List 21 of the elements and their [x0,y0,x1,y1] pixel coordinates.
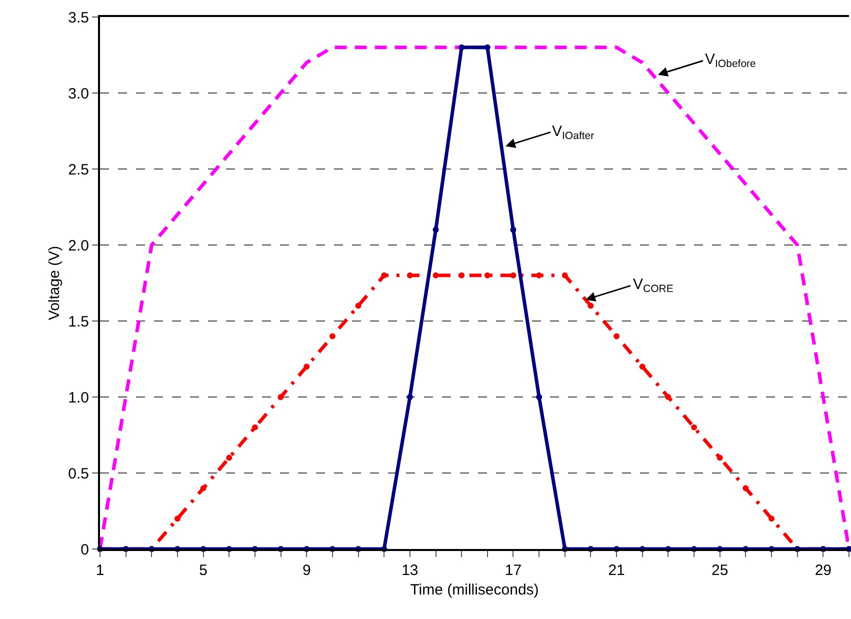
y-tick-label: 2.5 [68,161,89,178]
y-axis-title: Voltage (V) [46,246,63,320]
y-tick-label: 0 [80,541,89,558]
annotation: V$_{IOafter}$ [552,123,595,142]
annotation: V$_{CORE}$ [633,276,674,296]
y-tick-label: 3.5 [68,9,89,26]
y-tick-label: 1.0 [68,389,89,406]
x-tick-label: 25 [712,562,728,579]
x-tick-label: 5 [199,562,208,579]
y-tick-label: 2.0 [68,237,89,254]
annotation: V$_{IObefore}$ [705,51,756,70]
x-tick-label: 29 [814,562,832,579]
y-tick-label: 1.5 [68,313,89,330]
x-tick-label: 9 [302,562,311,579]
x-axis-title: Time (milliseconds) [410,582,539,598]
x-tick-label: 17 [504,562,522,579]
y-tick-label: 3.0 [68,85,89,102]
y-tick-label: 0.5 [68,465,89,482]
x-tick-label: 21 [608,562,625,579]
x-tick-label: 13 [402,562,418,579]
x-tick-label: 1 [96,562,104,579]
